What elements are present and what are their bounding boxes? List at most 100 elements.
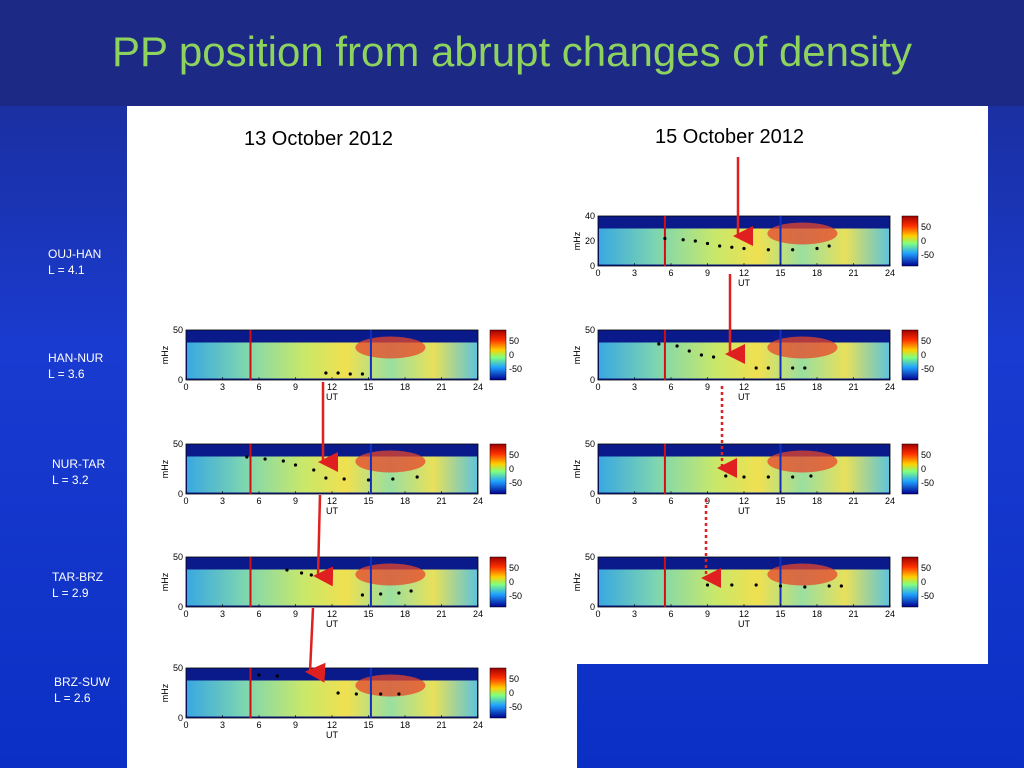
ridge-point: [778, 584, 783, 588]
spectral-field: [599, 569, 889, 606]
x-axis-label: UT: [738, 278, 750, 288]
colorbar-tick-label: -50: [509, 364, 522, 374]
ridge-point: [379, 692, 383, 696]
ridge-point: [681, 238, 685, 242]
y-tick-label: 0: [590, 489, 595, 499]
y-axis-label: mHz: [160, 459, 170, 478]
y-tick-label: 0: [178, 713, 183, 723]
ridge-point: [263, 457, 267, 461]
ridge-point: [766, 475, 770, 479]
x-tick-label: 15: [775, 268, 785, 278]
x-tick-label: 12: [327, 496, 337, 506]
ridge-point: [742, 246, 746, 251]
y-tick-label: 50: [173, 439, 183, 449]
power-patch: [767, 563, 838, 586]
panel-13oct-han-nur: 0 3 6 9 12 15 18 21 24 UT 0 50 mHz 50 0 -50: [148, 322, 528, 414]
ridge-point: [285, 568, 289, 572]
y-axis-label: mHz: [572, 572, 582, 591]
pair-name: OUJ-HAN: [48, 247, 102, 261]
x-tick-label: 9: [705, 382, 710, 392]
x-tick-label: 12: [739, 496, 749, 506]
x-tick-label: 9: [293, 382, 298, 392]
colorbar: [901, 329, 919, 381]
pair-name: HAN-NUR: [48, 351, 104, 365]
x-tick-label: 0: [183, 496, 188, 506]
x-tick-label: 0: [595, 609, 600, 619]
colorbar-tick-label: 50: [509, 674, 519, 684]
x-tick-label: 18: [812, 382, 822, 392]
colorbar-tick-label: 0: [509, 577, 514, 587]
x-tick-label: 12: [327, 720, 337, 730]
colorbar-tick-label: 50: [921, 450, 931, 460]
x-tick-label: 12: [327, 382, 337, 392]
x-tick-label: 3: [220, 720, 225, 730]
panel-15oct-nur-tar: 0 3 6 9 12 15 18 21 24 UT 0 50 mHz 50 0 -50: [560, 436, 940, 528]
x-tick-label: 21: [436, 720, 446, 730]
row-label-han-nur: HAN-NUR L = 3.6: [48, 350, 103, 382]
x-tick-label: 9: [293, 609, 298, 619]
ridge-point: [245, 455, 249, 459]
x-tick-label: 6: [668, 496, 673, 506]
ridge-point: [663, 236, 667, 241]
ridge-point: [391, 477, 395, 481]
date-left: 13 October 2012: [244, 128, 393, 150]
x-tick-label: 6: [668, 382, 673, 392]
row-label-tar-brz: TAR-BRZ L = 2.9: [52, 569, 103, 601]
ridge-point: [299, 571, 304, 575]
colorbar-tick-label: 0: [921, 577, 926, 587]
y-tick-label: 0: [178, 602, 183, 612]
x-tick-label: 21: [436, 496, 446, 506]
y-tick-label: 40: [585, 211, 595, 221]
y-axis-label: mHz: [572, 345, 582, 364]
x-tick-label: 0: [595, 496, 600, 506]
x-tick-label: 24: [473, 609, 483, 619]
x-tick-label: 15: [775, 382, 785, 392]
ridge-point: [711, 355, 716, 359]
y-tick-label: 0: [590, 375, 595, 385]
x-tick-label: 18: [400, 720, 410, 730]
x-axis-label: UT: [738, 392, 750, 402]
pair-name: BRZ-SUW: [54, 675, 110, 689]
ridge-point: [366, 478, 371, 482]
ridge-point: [687, 349, 691, 353]
y-tick-label: 20: [585, 236, 595, 246]
ridge-point: [809, 474, 813, 478]
x-tick-label: 15: [363, 382, 373, 392]
ridge-point: [827, 244, 831, 248]
x-tick-label: 6: [256, 720, 261, 730]
ridge-point: [699, 353, 704, 357]
power-patch: [355, 450, 426, 473]
x-tick-label: 21: [848, 382, 858, 392]
y-tick-label: 50: [173, 325, 183, 335]
y-tick-label: 0: [178, 375, 183, 385]
panel-15oct-tar-brz: 0 3 6 9 12 15 18 21 24 UT 0 50 mHz 50 0 -50: [560, 549, 940, 641]
power-patch: [355, 563, 426, 586]
colorbar-tick-label: 50: [921, 563, 931, 573]
x-tick-label: 15: [363, 720, 373, 730]
colorbar-tick-label: 0: [509, 688, 514, 698]
x-tick-label: 24: [885, 609, 895, 619]
spectral-field: [599, 456, 889, 493]
ridge-point: [791, 366, 795, 370]
power-patch: [767, 222, 838, 245]
x-tick-label: 24: [473, 720, 483, 730]
y-axis-label: mHz: [572, 459, 582, 478]
y-tick-label: 50: [173, 663, 183, 673]
ridge-point: [705, 241, 710, 246]
colorbar: [901, 556, 919, 608]
x-tick-label: 18: [812, 268, 822, 278]
l-value: L = 3.6: [48, 367, 85, 381]
x-tick-label: 18: [812, 609, 822, 619]
ridge-point: [815, 246, 819, 251]
ridge-point: [791, 248, 795, 252]
x-tick-label: 18: [812, 496, 822, 506]
colorbar: [489, 667, 507, 719]
y-axis-label: mHz: [160, 683, 170, 702]
date-right: 15 October 2012: [655, 126, 804, 148]
x-tick-label: 9: [293, 496, 298, 506]
ridge-point: [379, 592, 383, 596]
x-tick-label: 0: [183, 609, 188, 619]
